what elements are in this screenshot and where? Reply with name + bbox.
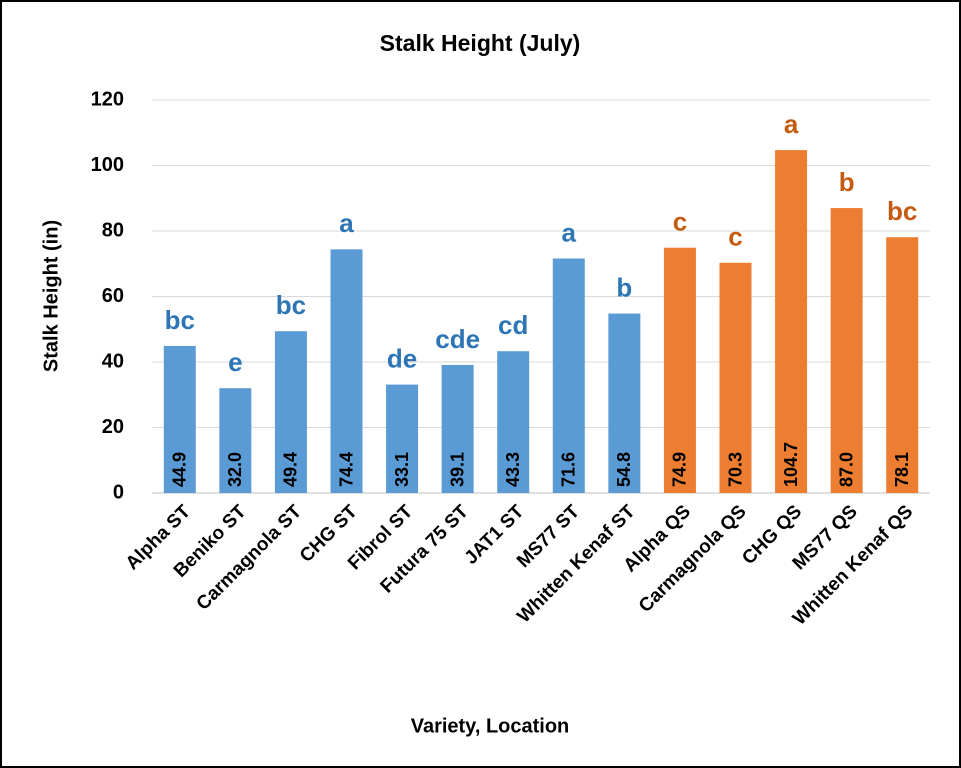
value-label: 104.7 <box>781 442 801 487</box>
significance-letter: bc <box>887 196 917 226</box>
significance-letter: de <box>387 343 417 373</box>
bar <box>775 150 808 494</box>
bar <box>219 388 252 493</box>
value-label: 70.3 <box>725 452 745 487</box>
significance-letter: a <box>562 217 577 247</box>
significance-letter: e <box>228 347 242 377</box>
value-label: 74.4 <box>336 452 356 487</box>
value-label: 49.4 <box>281 452 301 487</box>
significance-letter: b <box>839 167 855 197</box>
y-tick-label: 20 <box>102 416 124 438</box>
significance-letter: cde <box>435 324 480 354</box>
value-label: 78.1 <box>892 452 912 487</box>
y-tick-label: 60 <box>102 285 124 307</box>
bar <box>386 384 419 493</box>
value-label: 39.1 <box>447 452 467 487</box>
value-label: 54.8 <box>614 452 634 487</box>
bar <box>830 208 863 493</box>
chart-title: Stalk Height (July) <box>380 30 581 56</box>
bar <box>719 262 752 493</box>
bar <box>330 249 363 493</box>
bar <box>274 331 307 493</box>
bar <box>663 247 696 493</box>
significance-letter: b <box>616 272 632 302</box>
significance-letter: c <box>673 207 687 237</box>
y-tick-label: 120 <box>91 88 124 110</box>
value-label: 32.0 <box>225 452 245 487</box>
bar <box>552 258 585 493</box>
bar <box>886 237 919 493</box>
value-label: 44.9 <box>170 452 190 487</box>
significance-letter: cd <box>498 310 528 340</box>
value-label: 71.6 <box>559 452 579 487</box>
bar <box>497 351 530 493</box>
y-tick-label: 40 <box>102 350 124 372</box>
y-tick-label: 0 <box>113 481 124 503</box>
significance-letter: bc <box>165 305 195 335</box>
bar <box>608 313 641 493</box>
value-label: 87.0 <box>836 452 856 487</box>
x-axis-title: Variety, Location <box>411 715 570 737</box>
y-axis-title: Stalk Height (in) <box>40 220 62 372</box>
significance-letter: a <box>339 208 354 238</box>
bar <box>441 364 474 493</box>
value-label: 43.3 <box>503 452 523 487</box>
significance-letter: bc <box>276 290 306 320</box>
y-tick-label: 100 <box>91 154 124 176</box>
significance-letter: a <box>784 109 799 139</box>
bar <box>163 345 196 493</box>
significance-letter: c <box>728 222 742 252</box>
value-label: 74.9 <box>670 452 690 487</box>
y-tick-label: 80 <box>102 219 124 241</box>
value-label: 33.1 <box>392 452 412 487</box>
